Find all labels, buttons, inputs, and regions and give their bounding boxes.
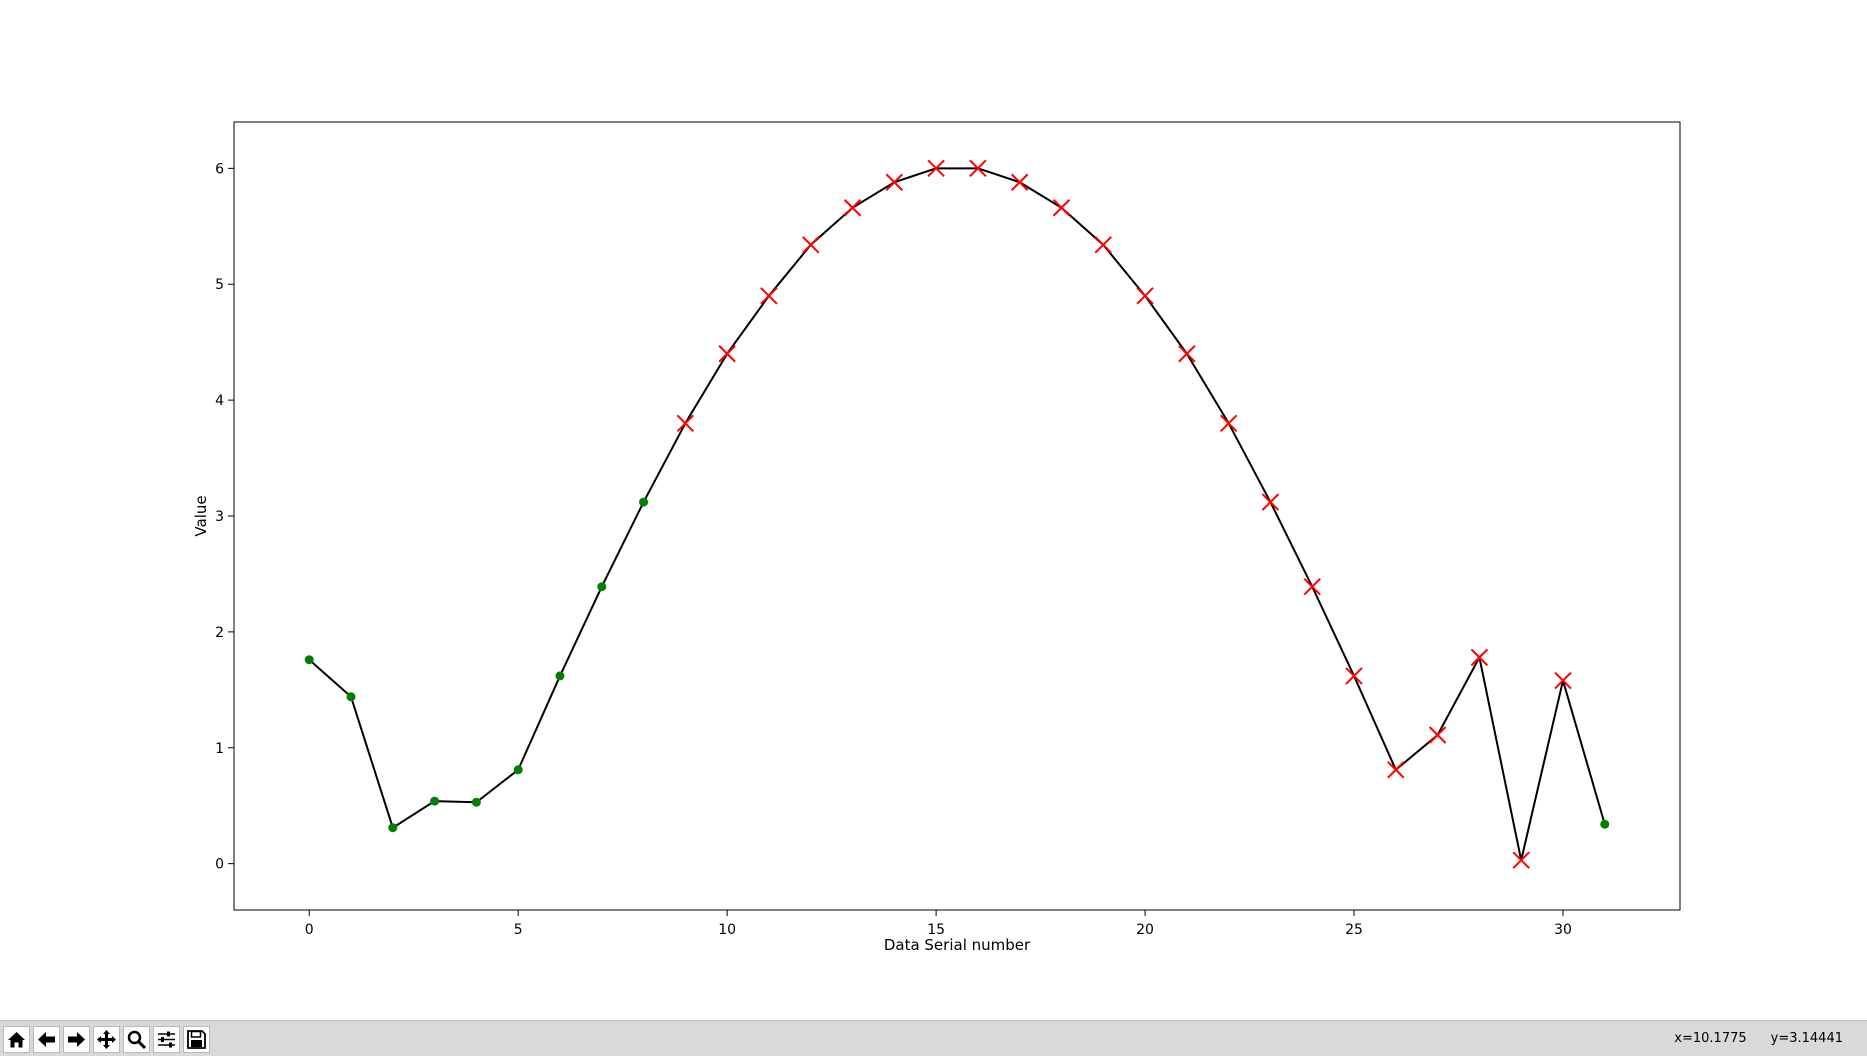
y-axis-ticks: 0 1 2 3 4 5 6 xyxy=(215,161,234,873)
arrow-left-icon xyxy=(38,1032,55,1047)
x-tick-label: 0 xyxy=(305,922,314,938)
data-point-x-marker xyxy=(1010,173,1029,191)
series-line xyxy=(308,167,1606,862)
y-axis-label: Value xyxy=(192,495,210,536)
x-tick-label: 10 xyxy=(718,922,736,938)
navigation-toolbar: x=10.1775 y=3.14441 xyxy=(0,1020,1867,1056)
floppy-disk-icon xyxy=(187,1030,206,1049)
data-point-x-marker xyxy=(1512,851,1530,869)
x-axis-label: Data Serial number xyxy=(884,936,1031,954)
y-tick-label: 0 xyxy=(215,857,224,873)
back-button[interactable] xyxy=(33,1026,60,1053)
data-point-x-marker xyxy=(718,345,736,363)
data-point-x-marker xyxy=(1345,667,1363,685)
x-tick-label: 25 xyxy=(1345,922,1363,938)
x-tick-label: 30 xyxy=(1554,922,1572,938)
data-point-x-marker xyxy=(1136,287,1154,305)
data-point-x-marker xyxy=(927,159,945,178)
forward-button[interactable] xyxy=(63,1026,90,1053)
data-point-x-marker xyxy=(676,414,695,433)
magnifier-icon xyxy=(127,1030,147,1050)
pan-button[interactable] xyxy=(93,1026,120,1053)
series-layer xyxy=(304,159,1610,869)
x-tick-label: 5 xyxy=(514,922,523,938)
data-point-x-marker xyxy=(1094,236,1112,254)
y-tick-label: 1 xyxy=(215,741,224,757)
data-point-x-marker xyxy=(1219,414,1238,433)
data-point-dot-marker xyxy=(513,765,523,775)
axes-frame xyxy=(233,121,1681,911)
y-tick-label: 2 xyxy=(215,625,224,641)
y-tick-label: 6 xyxy=(215,161,224,177)
configure-subplots-button[interactable] xyxy=(153,1026,180,1053)
data-point-dot-marker xyxy=(430,796,440,806)
arrow-right-icon xyxy=(68,1032,85,1047)
home-icon xyxy=(8,1032,25,1048)
x-tick-label: 15 xyxy=(927,922,945,938)
cursor-coordinates: x=10.1775 y=3.14441 xyxy=(1674,1031,1843,1046)
home-button[interactable] xyxy=(3,1026,30,1053)
data-point-x-marker xyxy=(1303,577,1321,596)
y-tick-label: 3 xyxy=(215,509,224,525)
data-point-dot-marker xyxy=(388,823,398,833)
data-point-x-marker xyxy=(1470,648,1489,667)
data-point-x-marker xyxy=(802,236,820,254)
data-point-dot-marker xyxy=(304,655,314,665)
cursor-y-readout: y=3.14441 xyxy=(1770,1031,1843,1046)
data-point-x-marker xyxy=(843,199,862,217)
data-point-x-marker xyxy=(1387,761,1405,779)
y-tick-label: 4 xyxy=(215,393,224,409)
cursor-x-readout: x=10.1775 xyxy=(1674,1031,1747,1046)
move-icon xyxy=(97,1030,116,1049)
x-axis-ticks: 0 5 10 15 20 25 30 xyxy=(305,910,1572,938)
sliders-icon xyxy=(158,1031,175,1048)
data-point-x-marker xyxy=(1554,671,1572,690)
data-point-x-marker xyxy=(1178,345,1196,363)
data-point-x-marker xyxy=(760,287,778,305)
data-point-x-marker xyxy=(1261,493,1280,511)
zoom-button[interactable] xyxy=(123,1026,150,1053)
save-button[interactable] xyxy=(183,1026,210,1053)
data-point-dot-marker xyxy=(639,497,649,507)
data-point-x-marker xyxy=(885,173,904,191)
x-tick-label: 20 xyxy=(1136,922,1154,938)
data-point-dot-marker xyxy=(471,797,481,807)
data-point-x-marker xyxy=(969,159,987,178)
data-point-dot-marker xyxy=(555,671,565,681)
data-point-dot-marker xyxy=(1600,819,1610,829)
data-point-x-marker xyxy=(1428,726,1447,744)
data-point-dot-marker xyxy=(346,692,356,702)
y-tick-label: 5 xyxy=(215,277,224,293)
data-point-dot-marker xyxy=(597,582,607,592)
data-point-x-marker xyxy=(1052,199,1071,217)
